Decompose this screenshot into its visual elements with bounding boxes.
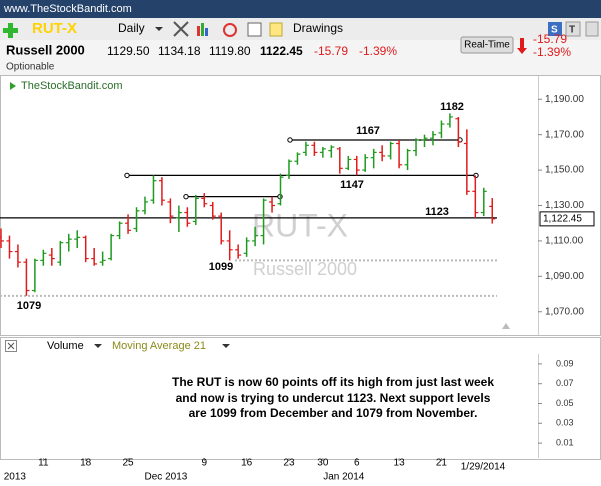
overlay-label[interactable]: Moving Average 21 — [112, 340, 206, 352]
high: 1134.18 — [158, 44, 201, 58]
note-line: are 1099 from December and 1079 from Nov… — [189, 406, 478, 420]
down-arrow — [517, 38, 527, 54]
x-tick-label: 6 — [354, 458, 360, 469]
site: www.TheStockBandit.com — [3, 3, 132, 15]
add-icon[interactable] — [3, 23, 18, 38]
icon — [205, 28, 208, 36]
x-tick-label: 18 — [80, 458, 92, 469]
x-tick-label: 13 — [394, 458, 406, 469]
x-tick-label: 9 — [201, 458, 207, 469]
t-button[interactable] — [565, 21, 581, 37]
x-tick-label: 16 — [241, 458, 253, 469]
y-tick-label: 1,110.00 — [545, 236, 584, 247]
s-button[interactable] — [548, 22, 562, 36]
y-tick-label: 1,070.00 — [545, 306, 584, 317]
volume-panel — [0, 337, 601, 460]
change-pct: -1.39% — [359, 44, 397, 58]
side-change-pct: -1.39% — [533, 45, 571, 59]
level-end — [183, 193, 189, 200]
period[interactable]: Daily — [118, 21, 145, 35]
last: 1122.45 — [260, 44, 303, 58]
realtime[interactable]: Real-Time — [464, 40, 510, 51]
month-label: Dec 2013 — [145, 472, 188, 481]
annotation: 1099 — [209, 261, 233, 273]
icon — [201, 23, 204, 36]
y-tick-label: 1,190.00 — [545, 94, 584, 105]
y-tick-label: 0.07 — [556, 378, 574, 388]
x-tick-label: 21 — [436, 458, 448, 469]
y-tick-label: 0.01 — [556, 437, 574, 447]
y-tick-label: 1,130.00 — [545, 200, 584, 211]
x-tick-label: 25 — [122, 458, 134, 469]
menu-button[interactable] — [585, 21, 599, 37]
optionable: Optionable — [6, 62, 55, 73]
symbol[interactable]: RUT-X — [32, 20, 77, 37]
annotation: 1123 — [425, 206, 449, 218]
y-tick-label: 1,150.00 — [545, 165, 584, 176]
month-label: 2013 — [4, 472, 27, 481]
annotation: 1147 — [340, 179, 364, 191]
last-price-box — [539, 211, 595, 227]
name: Russell 2000 — [6, 42, 85, 57]
annotation: 1079 — [17, 300, 41, 312]
x-tick-label: 23 — [283, 458, 295, 469]
chart-title: TheStockBandit.com — [21, 80, 123, 92]
date-label: 1/29/2014 — [461, 462, 506, 473]
low: 1119.80 — [209, 44, 251, 58]
volume-label[interactable]: Volume — [47, 340, 84, 352]
y-tick-label: 0.09 — [556, 358, 574, 368]
title-marker — [10, 82, 16, 90]
y-tick-label: 0.05 — [556, 398, 574, 408]
watermark-sub: Russell 2000 — [253, 259, 357, 279]
icon-letter: S — [551, 25, 558, 36]
alert-icon[interactable] — [223, 23, 237, 37]
toolbar — [0, 18, 601, 40]
dropdown[interactable] — [155, 27, 163, 31]
dropdown[interactable] — [94, 344, 102, 348]
realtime-button[interactable] — [460, 36, 514, 54]
y-tick-label: 1,090.00 — [545, 271, 584, 282]
watermark: RUT-X — [252, 207, 348, 243]
icon-letter: T — [569, 25, 575, 36]
tools-icon[interactable] — [173, 21, 189, 37]
annotation: 1182 — [440, 101, 464, 113]
level-end — [287, 137, 293, 143]
y-tick-label: 1,170.00 — [545, 129, 584, 140]
month-label: Jan 2014 — [323, 472, 365, 481]
calc-icon[interactable] — [247, 22, 262, 37]
level-end — [124, 172, 130, 179]
note-line: and now is trying to undercut 1123. Next… — [176, 391, 491, 405]
x-tick-label: 11 — [38, 458, 49, 469]
note-icon[interactable] — [269, 22, 283, 37]
change: -15.79 — [314, 44, 348, 58]
annotation: 1167 — [356, 125, 380, 137]
dropdown[interactable] — [222, 344, 230, 348]
price-panel — [0, 75, 601, 336]
icon[interactable] — [197, 26, 200, 36]
side-change: -15.79 — [533, 32, 567, 46]
scroll-marker — [502, 323, 510, 329]
drawings[interactable]: Drawings — [293, 21, 343, 35]
note-line: The RUT is now 60 points off its high fr… — [172, 375, 494, 389]
x-tick-label: 30 — [317, 458, 329, 469]
open: 1129.50 — [107, 44, 150, 58]
top-bar — [0, 0, 601, 18]
y-tick-label: 0.03 — [556, 418, 574, 428]
close-icon — [7, 342, 15, 350]
last-price: 1,122.45 — [543, 214, 582, 225]
